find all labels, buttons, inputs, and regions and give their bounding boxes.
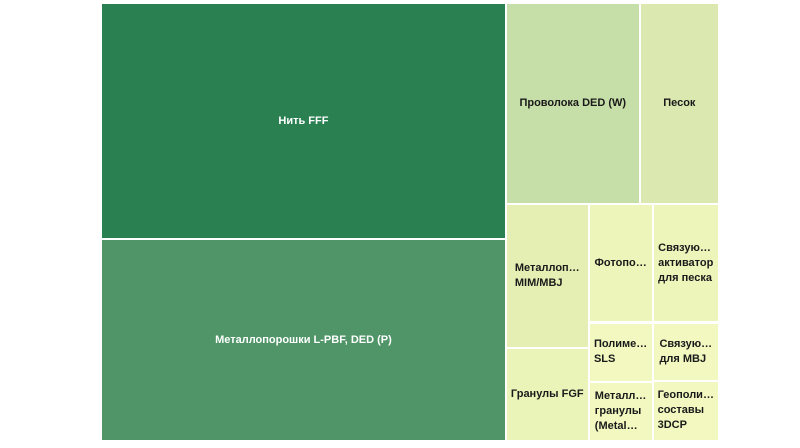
treemap-cell: Песок: [639, 3, 719, 204]
cell-label: Песок: [663, 97, 696, 109]
cell-label: Геополи… составы 3DCP: [657, 389, 714, 432]
treemap-cell: Полиме… SLS: [588, 322, 653, 382]
treemap-cell: Проволока DED (W): [505, 3, 640, 204]
treemap-cell: Нить FFF: [101, 3, 506, 240]
treemap-cell: Металлоп… MIM/MBJ: [505, 204, 589, 349]
cell-label: Связую… активатор для песка: [658, 241, 714, 284]
treemap-cell: Металлопорошки L-PBF, DED (P): [101, 239, 506, 441]
treemap-cell: Металл… гранулы (Metal…: [588, 381, 653, 441]
cell-label: Гранулы FGF: [510, 388, 584, 401]
treemap-cell: Связую… для MBJ: [652, 322, 719, 381]
cell-label: Металлоп… MIM/MBJ: [514, 262, 580, 290]
treemap-cell: Связую… активатор для песка: [652, 204, 719, 323]
cell-label: Полиме… SLS: [593, 338, 648, 366]
treemap-cell: Гранулы FGF: [505, 348, 589, 441]
cell-label: Фотопо…: [594, 256, 647, 269]
cell-label: Металл… гранулы (Metal…: [594, 389, 647, 432]
cell-label: Связую… для MBJ: [659, 337, 713, 365]
cell-label: Нить FFF: [278, 114, 329, 127]
treemap-cell: Геополи… составы 3DCP: [652, 381, 719, 441]
treemap-cell: Фотопо…: [588, 204, 653, 323]
cell-label: Проволока DED (W): [519, 97, 627, 109]
cell-label: Металлопорошки L-PBF, DED (P): [215, 333, 392, 346]
